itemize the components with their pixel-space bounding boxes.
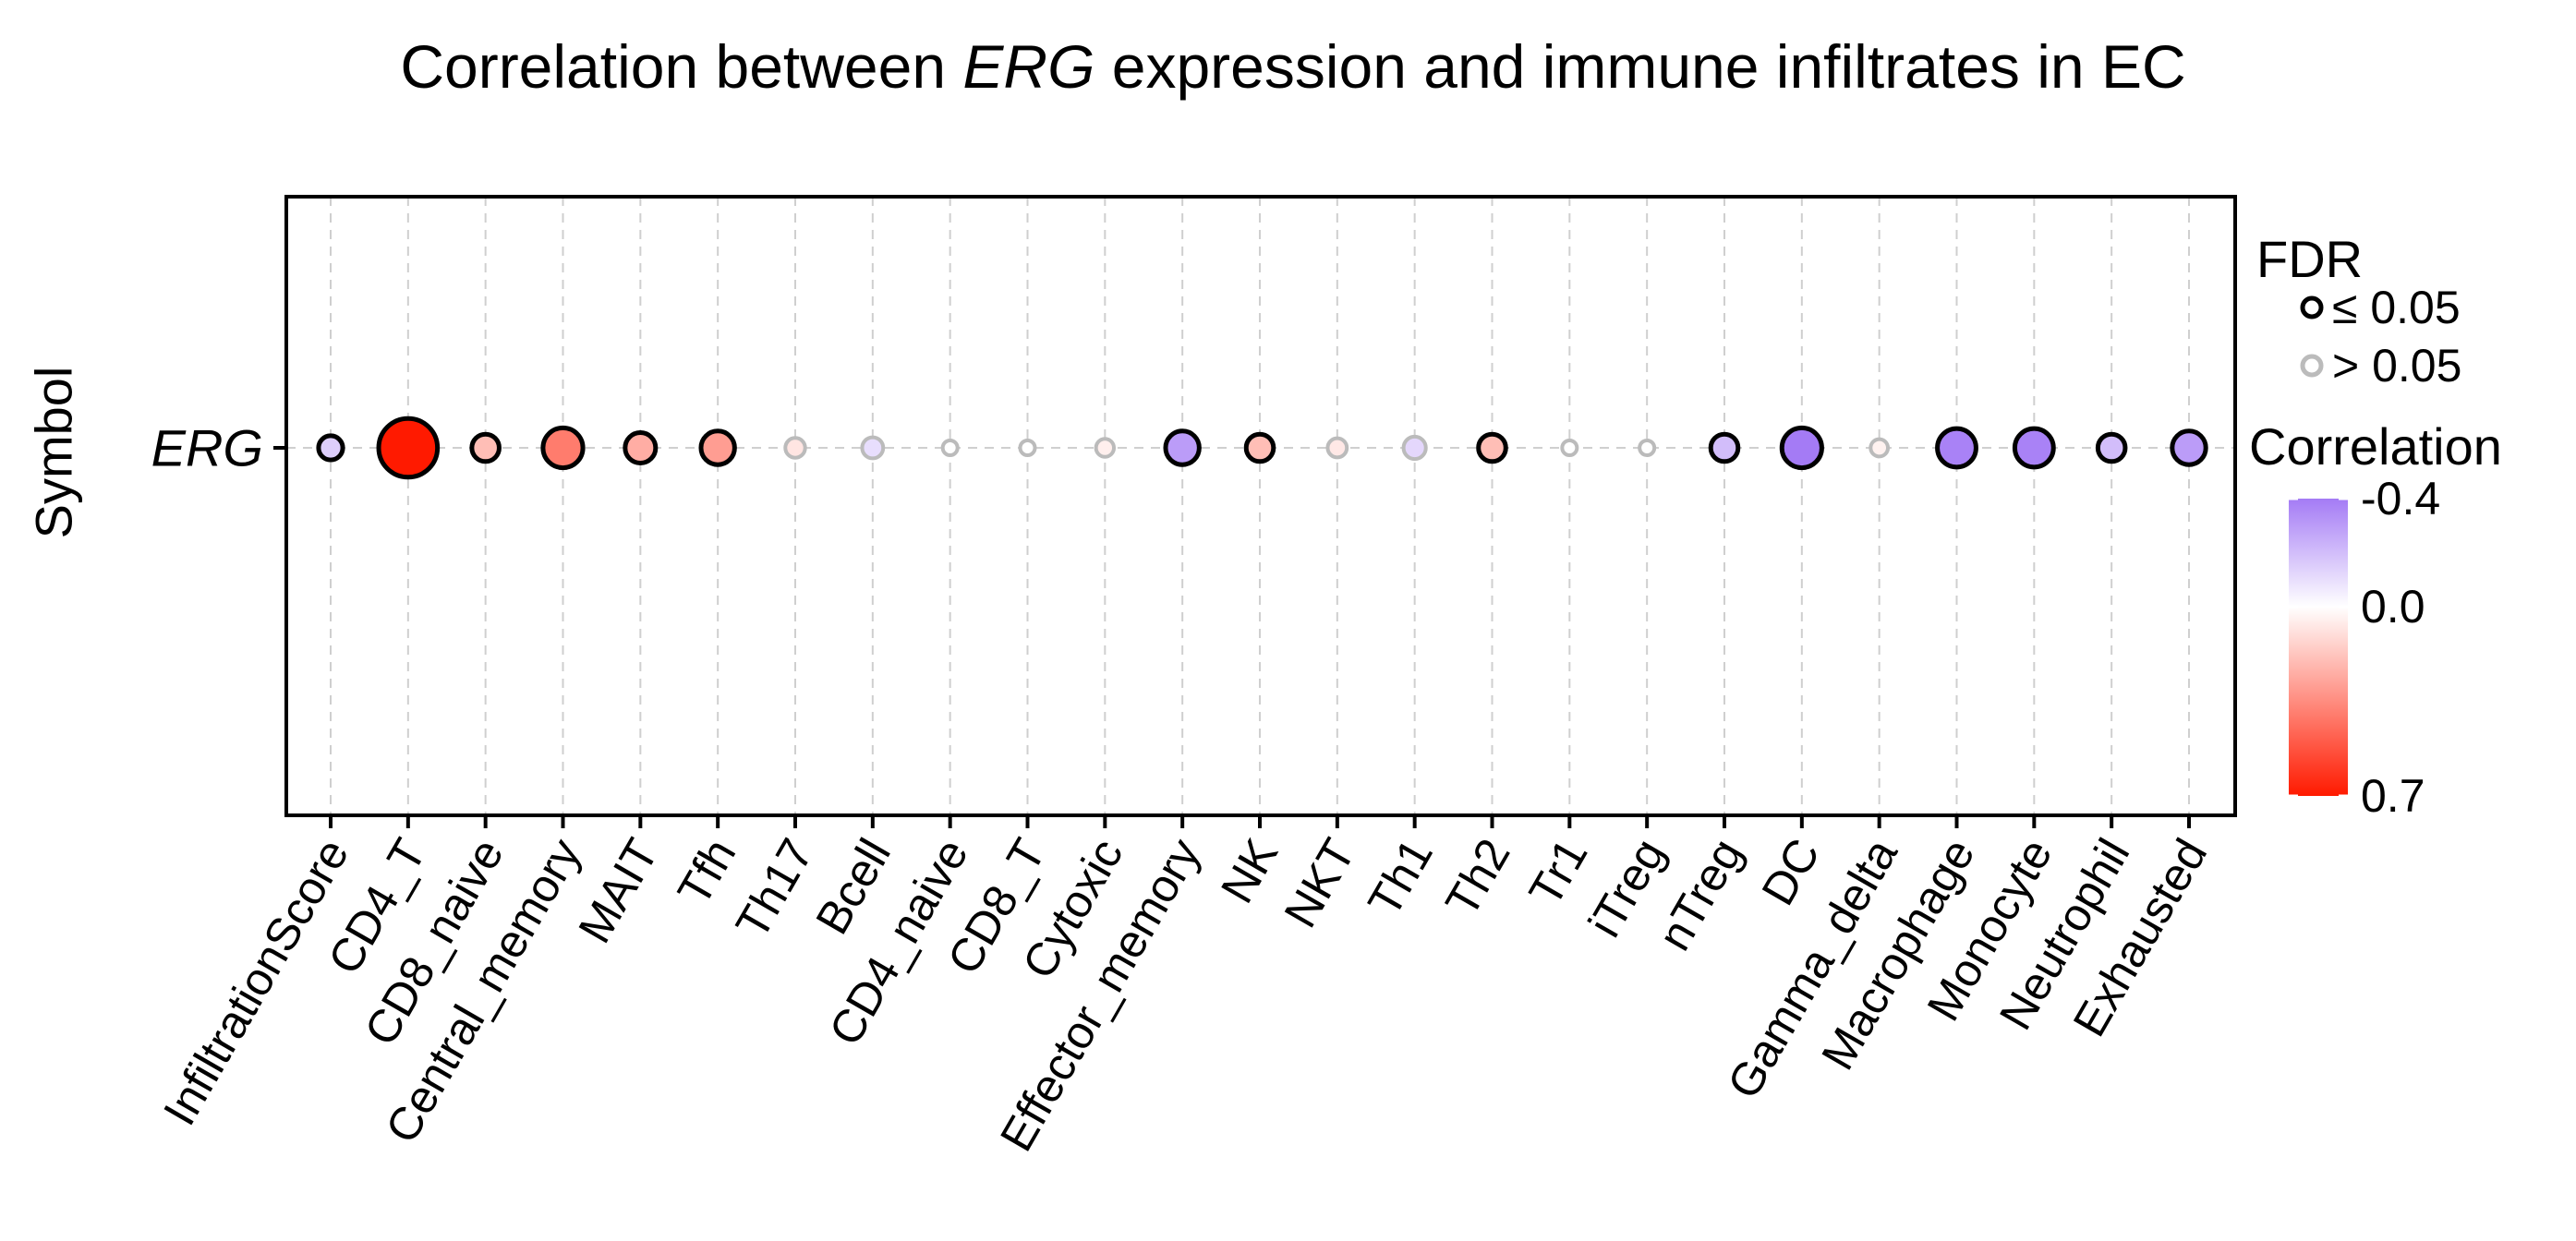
x-tick-label-mait: MAIT xyxy=(568,830,668,951)
point-mait xyxy=(623,430,659,465)
point-tfh xyxy=(698,428,737,467)
point-gamma-delta xyxy=(1869,437,1891,459)
y-axis: ERG Symbol xyxy=(25,367,286,539)
colorbar xyxy=(2289,499,2348,796)
point-cytoxic xyxy=(1094,437,1117,459)
point-tr1 xyxy=(1560,439,1579,457)
legend-fdr-title: FDR xyxy=(2256,230,2363,288)
colorbar-label-2: 0.7 xyxy=(2361,770,2425,822)
point-th17 xyxy=(783,436,807,460)
point-dc xyxy=(1779,425,1824,471)
x-tick-label-nkt: NKT xyxy=(1275,830,1365,936)
point-th2 xyxy=(1476,431,1508,464)
legend-nonsignificant-label: > 0.05 xyxy=(2332,340,2461,392)
x-tick-label-tr1: Tr1 xyxy=(1519,830,1598,914)
point-nkt xyxy=(1325,436,1349,460)
legend-nonsignificant-marker xyxy=(2300,354,2324,378)
x-tick-label-infiltrationscore: InfiltrationScore xyxy=(153,830,358,1134)
x-tick-label-ntreg: nTreg xyxy=(1648,830,1752,959)
point-cd4-naive xyxy=(940,439,960,457)
x-axis-ticks: InfiltrationScoreCD4_TCD8_naiveCentral_m… xyxy=(153,815,2217,1160)
point-th1 xyxy=(1401,434,1428,462)
colorbar-label-1: 0.0 xyxy=(2361,581,2425,633)
point-monocyte xyxy=(2012,426,2056,470)
x-tick-label-th2: Th2 xyxy=(1435,830,1520,925)
point-nk xyxy=(1243,431,1276,464)
point-cd8-naive xyxy=(469,431,502,464)
plot-panel xyxy=(286,197,2235,815)
points-layer xyxy=(316,416,2208,480)
colorbar-label-0: -0.4 xyxy=(2361,473,2440,524)
point-bcell xyxy=(860,435,886,461)
colorbar-ticks: -0.4 0.0 0.7 xyxy=(2289,473,2440,822)
point-neutrophil xyxy=(2095,431,2128,464)
point-effector-memory xyxy=(1163,428,1202,467)
grid-layer xyxy=(286,197,2235,815)
point-central-memory xyxy=(540,425,586,471)
legend-correlation-title: Correlation xyxy=(2249,417,2502,476)
point-infiltrationscore xyxy=(316,433,345,463)
point-cd8-t xyxy=(1018,439,1037,457)
x-tick-label-th1: Th1 xyxy=(1358,830,1443,925)
y-axis-label: Symbol xyxy=(25,367,83,539)
x-tick-label-tfh: Tfh xyxy=(668,830,746,914)
point-itreg xyxy=(1638,439,1657,457)
y-tick-label: ERG xyxy=(151,419,263,477)
point-macrophage xyxy=(1935,426,1978,470)
legend: FDR ≤ 0.05 > 0.05 Correlation -0.4 0.0 0.7 xyxy=(2249,230,2502,822)
x-tick-label-nk: NK xyxy=(1211,830,1288,911)
legend-significant-label: ≤ 0.05 xyxy=(2332,282,2461,333)
point-cd4-t xyxy=(376,416,441,480)
x-tick-label-dc: DC xyxy=(1751,830,1830,914)
x-tick-label-th17: Th17 xyxy=(726,830,823,947)
legend-significant-marker xyxy=(2300,295,2324,319)
point-ntreg xyxy=(1708,431,1741,464)
point-exhausted xyxy=(2170,428,2208,467)
chart-title: Correlation between ERG expression and i… xyxy=(400,32,2185,101)
